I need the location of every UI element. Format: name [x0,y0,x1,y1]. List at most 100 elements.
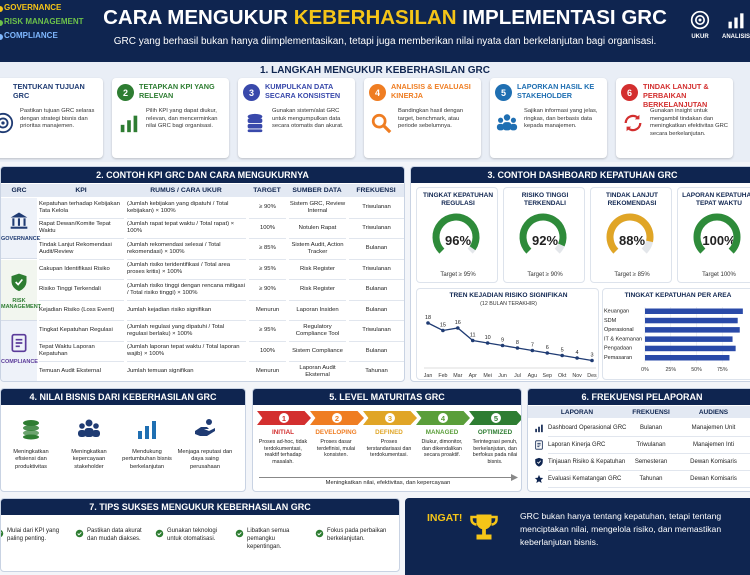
gauge-title: RISIKO TINGGI TERKENDALI [521,192,569,207]
table-cell: Tingkat Kepatuhan Regulasi [39,321,124,342]
icon [75,529,84,538]
table-cell: Triwulanan [349,219,404,239]
icon [535,440,543,450]
level-name: INITIAL [271,429,295,436]
section-title: 1. LANGKAH MENGUKUR KEBERHASILAN GRC [259,65,490,76]
table-cell: Laporan Kinerja GRC [548,437,626,454]
panel: 7. TIPS SUKSES MENGUKUR KEBERHASILAN GRC… [0,498,400,572]
chart-title: TREN KEJADIAN RISIKO SIGNIFIKAN [449,292,568,299]
step-number: 4 [369,84,386,101]
icon [624,114,642,132]
table-cell: Dewan Komisaris [676,454,750,471]
value-item: Meningkatkan efisiensi dan produktivitas [13,449,49,470]
icon [138,421,156,439]
table-cell: Regulatory Compliance Tool [289,321,346,342]
step-card: 2 TETAPKAN KPI YANG RELEVAN Pilih KPI yang… [112,78,229,158]
step-card: TENTUKAN TUJUAN GRC Pastikan tujuan GRC s… [0,78,103,158]
subtitle: GRC yang berhasil bukan hanya diimplemen… [113,36,657,47]
icon [247,113,263,133]
table-cell: Notulen Rapat [289,219,346,239]
reminder-text: GRC bukan hanya tentang kepatuhan, tetap… [520,511,722,547]
icon [535,424,543,433]
table-cell: 100% [249,219,286,239]
icon [728,13,744,29]
legend-dot [0,20,3,26]
panel: 6. FREKUENSI PELAPORAN LAPORAN FREKUENSI AU… [527,388,750,492]
table-cell: Manajemen Unit [676,420,750,437]
column-header: GRC [1,184,37,197]
column-header: RUMUS / CARA UKUR [125,184,247,197]
icon [0,112,14,134]
icon [315,529,324,538]
group-label: COMPLIANCE [1,359,38,365]
table-cell: Jumlah temuan signifikan [127,362,246,381]
arrow-head [511,474,518,481]
value-item: Menjaga reputasi dan daya saing perusaha… [177,449,233,470]
section-title: 4. NILAI BISNIS DARI KEBERHASILAN GRC [1,389,245,405]
group-cell: RISK MANAGEMENT [1,259,42,321]
icon-label: UKUR [691,34,709,40]
table-cell: Sistem Compliance [289,342,346,362]
level-desc: Proses ad-hoc, tidak terdokumentasi, rea… [258,439,308,465]
section-title: 2. CONTOH KPI GRC DAN CARA MENGUKURNYA [1,167,404,183]
table-cell: Temuan Audit Eksternal [39,362,124,381]
table-cell: Menurun [249,362,286,381]
table-cell: Kejadian Risiko (Loss Event) [39,301,124,321]
icon [155,529,164,538]
table-cell: Risk Register [289,280,346,301]
chart-card: TINGKAT KEPATUHAN PER AREA [602,288,750,380]
table-cell: Tindak Lanjut Rekomendasi Audit/Review [39,239,124,260]
icon [371,113,392,134]
legend-dot [0,6,3,12]
table-cell: ≥ 95% [249,260,286,280]
gauge-title: TINDAK LANJUT REKOMENDASI [606,192,658,207]
arrow-line [259,477,514,478]
table-cell: Rapat Dewan/Komite Tepat Waktu [39,219,124,239]
step-title: TENTUKAN TUJUAN GRC [13,82,85,100]
group-label: RISK MANAGEMENT [1,297,42,310]
step-title: LAPORKAN HASIL KE STAKEHOLDER [517,82,595,100]
section-title: 6. FREKUENSI PELAPORAN [528,389,750,405]
column-header: FREKUENSI [347,184,404,197]
legend-label: GOVERNANCE [4,3,62,12]
icon [470,514,498,540]
step-desc: Gunakan insight untuk mengambil tindakan… [650,108,728,137]
icon [23,420,39,440]
column-header: KPI [37,184,125,197]
chart-title: TINGKAT KEPATUHAN PER AREA [624,292,732,299]
icon [1,530,4,537]
icon-label: ANALISIS [721,34,750,40]
level-name: MANAGED [425,429,459,436]
step-title: TINDAK LANJUT & PERBAIKAN BERKELANJUTAN [643,82,709,109]
gauge-title: LAPORAN KEPATUHAN TEPAT WAKTU [682,192,750,207]
step-number: 2 [117,84,134,101]
table-cell: Tinjauan Risiko & Kepatuhan [548,454,626,471]
title-part: CARA MENGUKUR [103,6,294,29]
table-cell: Laporan Insiden [289,301,346,321]
table-cell: Bulanan [349,301,404,321]
column-header: SUMBER DATA [287,184,347,197]
step-number: 6 [621,84,638,101]
icon [120,115,138,133]
table-cell: (Jumlah regulasi yang dipatuhi / Total r… [127,321,246,342]
level-number: 3 [383,411,397,425]
icon [78,419,100,437]
step-title: TETAPKAN KPI YANG RELEVAN [139,82,215,100]
table-cell: Triwulanan [626,437,676,454]
table-cell: Kepatuhan terhadap Kebijakan Tata Kelola [39,198,124,219]
tip: Mulai dari KPI yang paling penting. [7,528,60,543]
section-title: 5. LEVEL MATURITAS GRC [253,389,521,405]
table-cell: Triwulanan [349,198,404,219]
step-number: 3 [243,84,260,101]
icon [535,457,543,467]
gauge-target: Target ≥ 90% [527,272,563,278]
chart-subtitle: (12 BULAN TERAKHIR) [480,301,537,307]
step-card: 6 TINDAK LANJUT & PERBAIKAN BERKELANJUTAN… [616,78,733,158]
reminder: INGAT! GRC bukan hanya tentang kepatuhan,… [405,498,750,575]
step-number: 5 [495,84,512,101]
column-header: LAPORAN [528,406,626,418]
group-label: GOVERNANCE [1,236,41,242]
icon [690,10,710,30]
column-header: TARGET [247,184,287,197]
